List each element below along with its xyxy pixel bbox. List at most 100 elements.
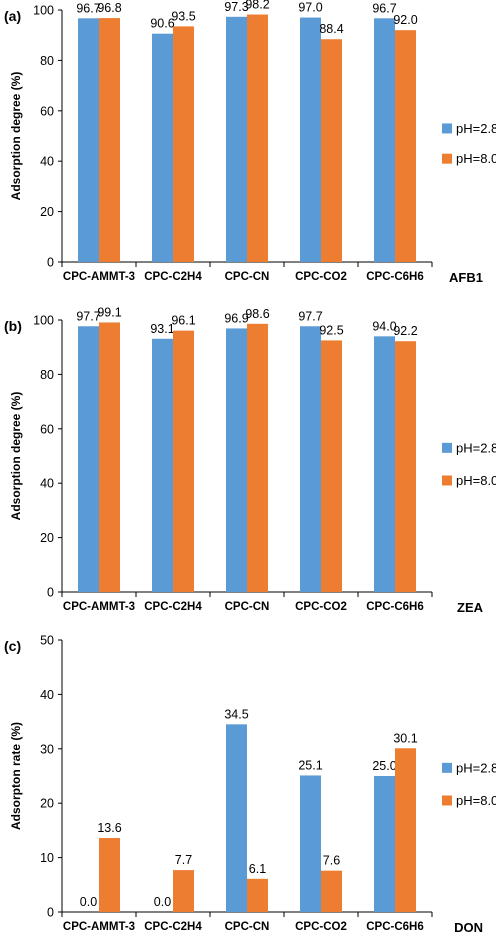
bar-ph28 — [374, 336, 395, 592]
y-tick-label: 40 — [40, 155, 54, 169]
x-category-label: CPC-AMMT-3 — [63, 921, 135, 933]
data-label: 92.2 — [393, 324, 417, 338]
bar-ph80 — [99, 322, 120, 592]
data-label: 97.0 — [298, 1, 322, 15]
bar-ph28 — [300, 775, 321, 912]
legend-swatch-ph28 — [442, 442, 452, 453]
y-tick-label: 20 — [40, 531, 54, 545]
data-label: 96.9 — [224, 311, 248, 325]
data-label: 96.1 — [171, 314, 195, 328]
y-axis-label: Adsorption degree (%) — [9, 392, 23, 521]
bar-ph80 — [173, 26, 194, 262]
bar-ph28 — [374, 776, 395, 912]
bar-ph80 — [321, 39, 342, 263]
chart-panel-2: (b) Adsorption degree (%) 0 20 40 60 80 100 CPC-… — [4, 305, 496, 615]
data-label: 6.1 — [249, 862, 266, 876]
x-category-label: CPC-C6H6 — [366, 601, 424, 613]
panel-label: (a) — [4, 8, 21, 24]
data-label: 98.6 — [245, 307, 269, 321]
x-category-label: CPC-C6H6 — [366, 921, 424, 933]
data-label: 96.7 — [372, 1, 396, 15]
toxin-tag: AFB1 — [449, 270, 483, 285]
bar-ph80 — [321, 870, 342, 912]
legend-label-ph28: pH=2.8 — [456, 121, 496, 136]
data-label: 90.6 — [150, 17, 174, 31]
legend-label-ph28: pH=2.8 — [456, 760, 496, 775]
x-category-label: CPC-CN — [225, 601, 270, 613]
data-label: 93.1 — [150, 322, 174, 336]
bar-ph28 — [78, 18, 99, 263]
bar-ph28 — [152, 338, 173, 592]
data-label: 0.0 — [154, 895, 171, 909]
chart-panel-3: (c) Adsorpton rate (%) 0 10 20 30 40 50 CPC-AMMT… — [4, 634, 496, 936]
x-category-label: CPC-CN — [225, 271, 270, 283]
legend-label-ph28: pH=2.8 — [456, 440, 496, 455]
y-axis-label: Adsorpton rate (%) — [9, 722, 23, 830]
y-tick-label: 40 — [40, 688, 54, 702]
panel-label: (b) — [4, 318, 22, 334]
data-label: 0.0 — [80, 895, 97, 909]
y-tick-label: 60 — [40, 422, 54, 436]
data-label: 98.2 — [245, 0, 269, 12]
data-label: 7.6 — [323, 854, 340, 868]
data-label: 13.6 — [97, 821, 121, 835]
bar-ph28 — [226, 724, 247, 912]
data-label: 88.4 — [319, 22, 343, 36]
y-tick-label: 100 — [33, 314, 54, 328]
bar-ph28 — [78, 326, 99, 592]
data-label: 92.0 — [393, 13, 417, 27]
bar-ph80 — [247, 878, 268, 912]
y-axis-label: Adsorption degree (%) — [9, 72, 23, 201]
data-label: 94.0 — [372, 319, 396, 333]
bar-ph80 — [247, 14, 268, 263]
legend-swatch-ph28 — [442, 762, 452, 773]
x-category-label: CPC-AMMT-3 — [63, 601, 135, 613]
x-category-label: CPC-CO2 — [295, 921, 347, 933]
data-label: 25.1 — [298, 758, 322, 772]
bar-ph80 — [99, 18, 120, 263]
bar-ph28 — [226, 16, 247, 262]
bar-ph28 — [300, 326, 321, 592]
x-category-label: CPC-C6H6 — [366, 271, 424, 283]
y-tick-label: 0 — [47, 906, 54, 920]
toxin-tag: ZEA — [457, 600, 484, 615]
toxin-tag: DON — [454, 920, 483, 935]
data-label: 7.7 — [175, 853, 192, 867]
legend-label-ph80: pH=8.0 — [456, 473, 496, 488]
bar-ph80 — [99, 838, 120, 912]
bar-ph80 — [395, 30, 416, 262]
y-tick-label: 20 — [40, 205, 54, 219]
bar-ph28 — [152, 33, 173, 262]
data-label: 97.7 — [76, 309, 100, 323]
bar-ph80 — [395, 341, 416, 592]
data-label: 92.5 — [319, 323, 343, 337]
y-tick-label: 80 — [40, 368, 54, 382]
y-tick-label: 0 — [47, 256, 54, 270]
y-tick-label: 80 — [40, 54, 54, 68]
data-label: 96.7 — [76, 1, 100, 15]
y-tick-label: 100 — [33, 4, 54, 18]
x-category-label: CPC-AMMT-3 — [63, 271, 135, 283]
data-label: 97.7 — [298, 309, 322, 323]
x-category-label: CPC-C2H4 — [144, 921, 202, 933]
x-category-label: CPC-C2H4 — [144, 601, 202, 613]
y-tick-label: 10 — [40, 851, 54, 865]
legend-swatch-ph80 — [442, 795, 452, 806]
x-category-label: CPC-C2H4 — [144, 271, 202, 283]
data-label: 97.3 — [224, 0, 248, 14]
data-label: 96.8 — [97, 1, 121, 15]
data-label: 93.5 — [171, 9, 195, 23]
data-label: 99.1 — [97, 305, 121, 319]
legend-label-ph80: pH=8.0 — [456, 151, 496, 166]
legend-swatch-ph80 — [442, 153, 452, 164]
bar-ph28 — [300, 17, 321, 263]
y-tick-label: 0 — [47, 586, 54, 600]
y-tick-label: 40 — [40, 477, 54, 491]
bar-ph28 — [374, 18, 395, 263]
x-category-label: CPC-CO2 — [295, 271, 347, 283]
bar-ph80 — [173, 870, 194, 912]
bar-ph28 — [226, 328, 247, 592]
legend-swatch-ph80 — [442, 475, 452, 486]
data-label: 25.0 — [372, 759, 396, 773]
